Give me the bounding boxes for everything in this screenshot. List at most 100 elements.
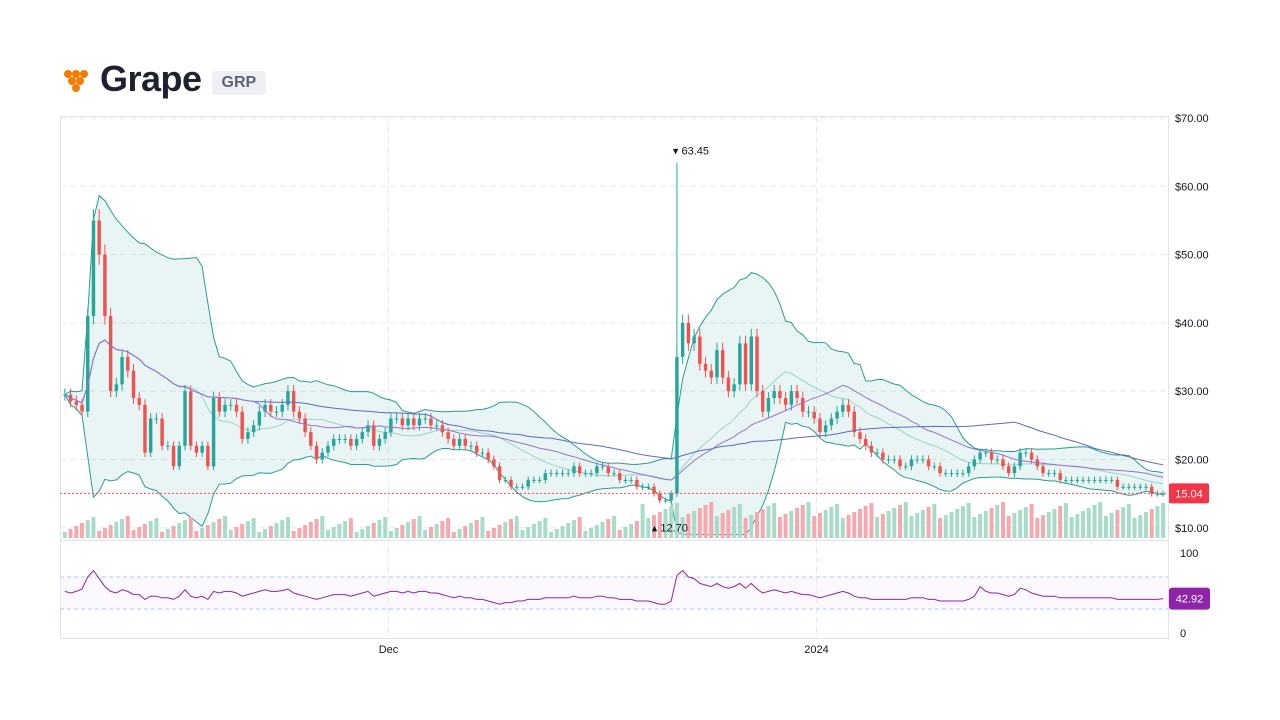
candle bbox=[904, 466, 908, 468]
candle bbox=[326, 445, 330, 453]
candle bbox=[898, 459, 902, 467]
moving-averages bbox=[64, 339, 1164, 481]
volume-bar bbox=[663, 509, 668, 538]
volume-bar bbox=[806, 502, 811, 538]
volume-bar bbox=[297, 528, 302, 538]
volume-bar bbox=[503, 522, 508, 538]
candle bbox=[148, 418, 153, 453]
volume-bar bbox=[217, 519, 222, 538]
candle bbox=[989, 452, 994, 460]
candle bbox=[698, 336, 702, 364]
volume-bar bbox=[160, 532, 165, 538]
volume-bar bbox=[795, 508, 800, 538]
candle bbox=[583, 473, 588, 475]
volume-bar bbox=[875, 517, 880, 538]
volume-bar bbox=[251, 518, 256, 538]
volume-bar bbox=[491, 528, 496, 538]
volume-bar bbox=[194, 531, 199, 538]
grid-lines bbox=[60, 117, 1168, 638]
price-pane bbox=[60, 116, 1169, 639]
volume-bar bbox=[1058, 506, 1063, 538]
candle bbox=[188, 391, 193, 446]
volume-bar bbox=[749, 515, 754, 538]
candle bbox=[394, 418, 399, 420]
volume-bar bbox=[989, 508, 994, 538]
volume-bar bbox=[440, 521, 445, 538]
candle bbox=[503, 479, 508, 481]
candle bbox=[515, 486, 519, 488]
candle bbox=[646, 486, 651, 488]
volume-bar bbox=[857, 509, 862, 538]
candle bbox=[492, 459, 496, 467]
volume-bar bbox=[228, 530, 233, 538]
volume-bar bbox=[223, 516, 228, 538]
last-price-tag bbox=[1169, 483, 1209, 504]
candle bbox=[97, 220, 101, 255]
volume-bar bbox=[148, 521, 153, 538]
candle bbox=[103, 254, 107, 317]
candle bbox=[738, 343, 742, 385]
volume-bar bbox=[898, 505, 903, 538]
candle bbox=[389, 418, 393, 433]
candle bbox=[177, 445, 181, 467]
ticker-badge: GRP bbox=[211, 71, 267, 95]
volume-bar bbox=[257, 532, 262, 538]
volume-bar bbox=[102, 528, 107, 538]
volume-bar bbox=[142, 524, 147, 538]
volume-bar bbox=[714, 516, 719, 538]
candle bbox=[423, 418, 427, 420]
volume-bar bbox=[594, 525, 599, 538]
volume-bar bbox=[554, 529, 559, 538]
volume-bar bbox=[669, 506, 674, 538]
volume-bar bbox=[337, 524, 342, 538]
volume-bar bbox=[938, 518, 943, 538]
volume-bar bbox=[903, 502, 908, 538]
candle bbox=[497, 466, 502, 480]
volume-bar bbox=[1092, 505, 1097, 538]
volume-bar bbox=[457, 529, 462, 538]
candle bbox=[755, 336, 759, 392]
candle bbox=[1058, 473, 1062, 480]
volume-bar bbox=[120, 519, 125, 538]
volume-bar bbox=[1138, 515, 1143, 538]
candle bbox=[131, 370, 136, 398]
candle bbox=[818, 418, 822, 433]
candle bbox=[715, 350, 719, 378]
volume-bar bbox=[240, 524, 245, 538]
candle bbox=[1012, 466, 1017, 474]
candle bbox=[743, 343, 748, 385]
volume-bar bbox=[617, 530, 622, 538]
candle bbox=[91, 220, 96, 317]
candle bbox=[263, 404, 267, 412]
candle bbox=[1018, 452, 1022, 467]
candle bbox=[863, 438, 868, 446]
volume-bar bbox=[68, 529, 73, 538]
volume-bar bbox=[680, 517, 685, 538]
candle bbox=[783, 398, 788, 405]
candle bbox=[154, 418, 159, 420]
candle bbox=[692, 336, 696, 344]
volume-bar bbox=[1098, 502, 1103, 538]
candle bbox=[537, 479, 542, 481]
candle bbox=[1144, 486, 1148, 488]
volume-bar bbox=[1018, 510, 1023, 538]
volume-bar bbox=[486, 531, 491, 538]
volume-bar bbox=[1000, 502, 1005, 538]
volume-bar bbox=[308, 522, 313, 538]
volume-bar bbox=[995, 505, 1000, 538]
volume-bar bbox=[1115, 510, 1120, 538]
volume-bar bbox=[1069, 517, 1074, 538]
candle bbox=[1138, 486, 1142, 488]
volume-bar bbox=[852, 512, 857, 538]
volume-bar bbox=[520, 530, 525, 538]
volume-bar bbox=[182, 520, 187, 538]
candles bbox=[63, 162, 1165, 504]
volume-bar bbox=[383, 517, 388, 538]
volume-bar bbox=[434, 524, 439, 538]
candle bbox=[331, 438, 336, 446]
candle bbox=[612, 473, 616, 475]
candle bbox=[200, 445, 204, 453]
volume-bar bbox=[686, 514, 691, 538]
candle bbox=[577, 466, 582, 474]
